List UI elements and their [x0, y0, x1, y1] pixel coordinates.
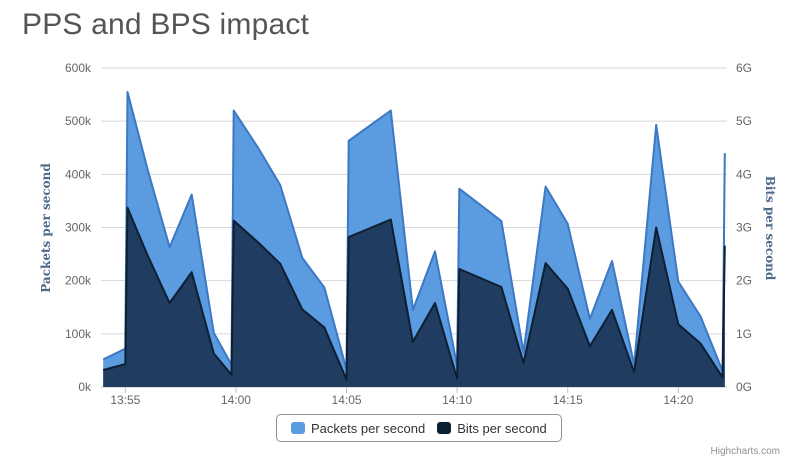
x-axis: 13:55 14:00 14:05 14:10 14:15 14:20	[110, 387, 694, 407]
chart-title: PPS and BPS impact	[22, 8, 310, 41]
x-tick-label: 14:00	[221, 393, 251, 407]
y-axis-right-title: Bits per second	[763, 176, 777, 281]
y-axis-right: 0G 1G 2G 3G 4G 5G 6G	[736, 61, 752, 394]
y-right-tick-label: 2G	[736, 274, 752, 288]
x-tick-label: 13:55	[110, 393, 140, 407]
legend-swatch-bits	[437, 422, 452, 434]
x-tick-label: 14:20	[663, 393, 693, 407]
y-right-tick-label: 5G	[736, 114, 752, 128]
legend-label-bits: Bits per second	[457, 420, 547, 436]
bits-area	[103, 207, 725, 387]
y-right-tick-label: 1G	[736, 327, 752, 341]
legend-item-packets[interactable]: Packets per second	[291, 421, 425, 436]
y-left-tick-label: 0k	[78, 380, 92, 394]
y-right-tick-label: 6G	[736, 61, 752, 75]
x-tick-label: 14:15	[553, 393, 583, 407]
legend: Packets per second Bits per second	[276, 414, 562, 442]
y-left-tick-label: 600k	[65, 61, 92, 75]
bits-line	[102, 206, 726, 381]
y-left-tick-label: 100k	[65, 327, 92, 341]
credits-link[interactable]: Highcharts.com	[710, 446, 780, 457]
y-right-tick-label: 0G	[736, 380, 752, 394]
packets-line	[102, 90, 726, 373]
y-right-tick-label: 3G	[736, 221, 752, 235]
y-left-tick-label: 300k	[65, 221, 92, 235]
y-axis-left: 0k 100k 200k 300k 400k 500k 600k	[65, 61, 92, 394]
x-tick-label: 14:05	[332, 393, 362, 407]
series-areas	[102, 90, 726, 388]
legend-swatch-packets	[291, 422, 305, 434]
y-left-tick-label: 500k	[65, 114, 92, 128]
y-right-tick-label: 4G	[736, 167, 752, 181]
y-left-tick-label: 200k	[65, 274, 92, 288]
legend-label-packets: Packets per second	[311, 420, 426, 436]
x-tick-label: 14:10	[442, 393, 472, 407]
legend-item-bits[interactable]: Bits per second	[437, 421, 547, 436]
y-axis-left-title: Packets per second	[39, 163, 53, 293]
y-left-tick-label: 400k	[65, 167, 92, 181]
